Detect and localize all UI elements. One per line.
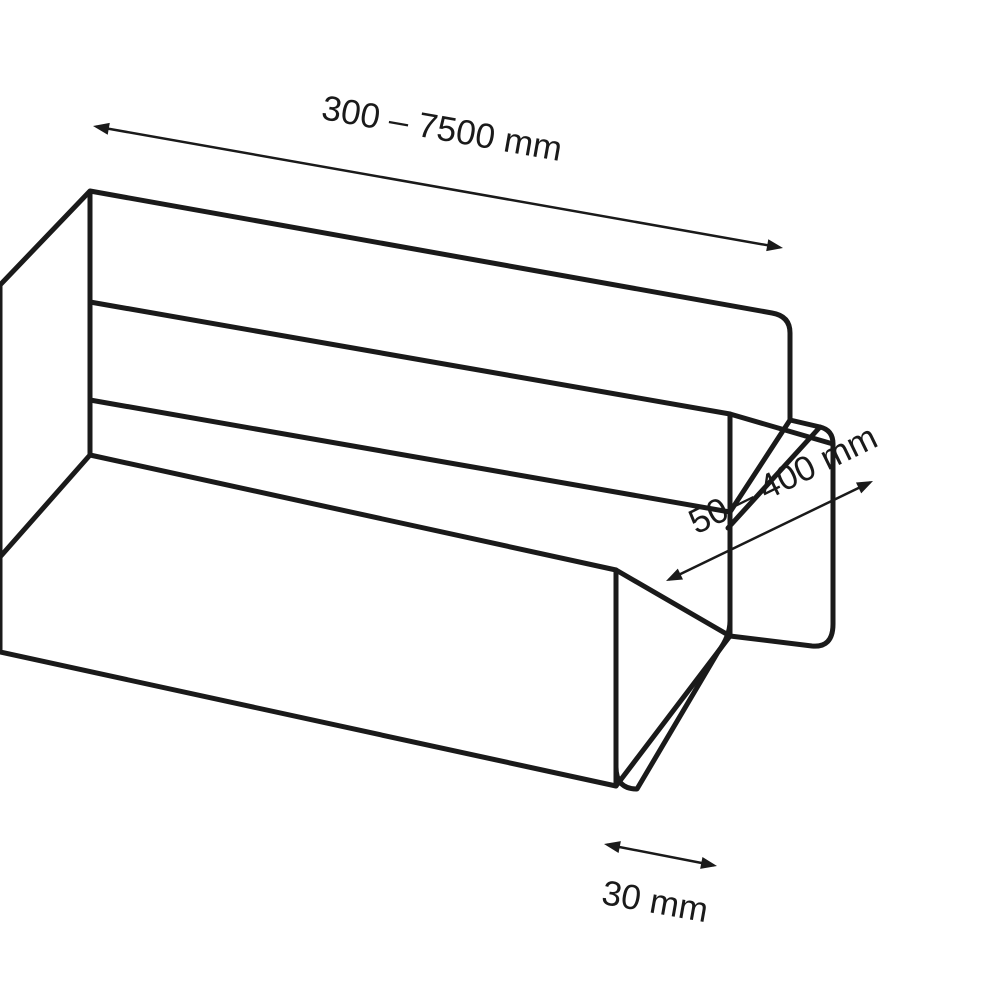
length-dimension-label: 300 – 7500 mm <box>319 88 565 169</box>
depth-dimension-arrow-start <box>666 569 683 581</box>
length-dimension-arrow-start <box>93 123 110 135</box>
dimension-diagram: 300 – 7500 mm50 – 400 mm30 mm <box>0 0 1000 1000</box>
length-dimension-arrow-end <box>766 239 783 251</box>
lip-dimension-line <box>607 845 714 866</box>
lip-dimension-arrow-start <box>604 841 621 853</box>
depth-dimension-arrow-end <box>856 481 873 493</box>
shape-outline <box>0 191 833 786</box>
lip-dimension-label: 30 mm <box>599 873 711 930</box>
shape-edge-1 <box>90 400 790 512</box>
lip-dimension-arrow-end <box>700 857 717 869</box>
shape-edge-0 <box>90 302 833 444</box>
shape-edge-4 <box>90 455 730 636</box>
